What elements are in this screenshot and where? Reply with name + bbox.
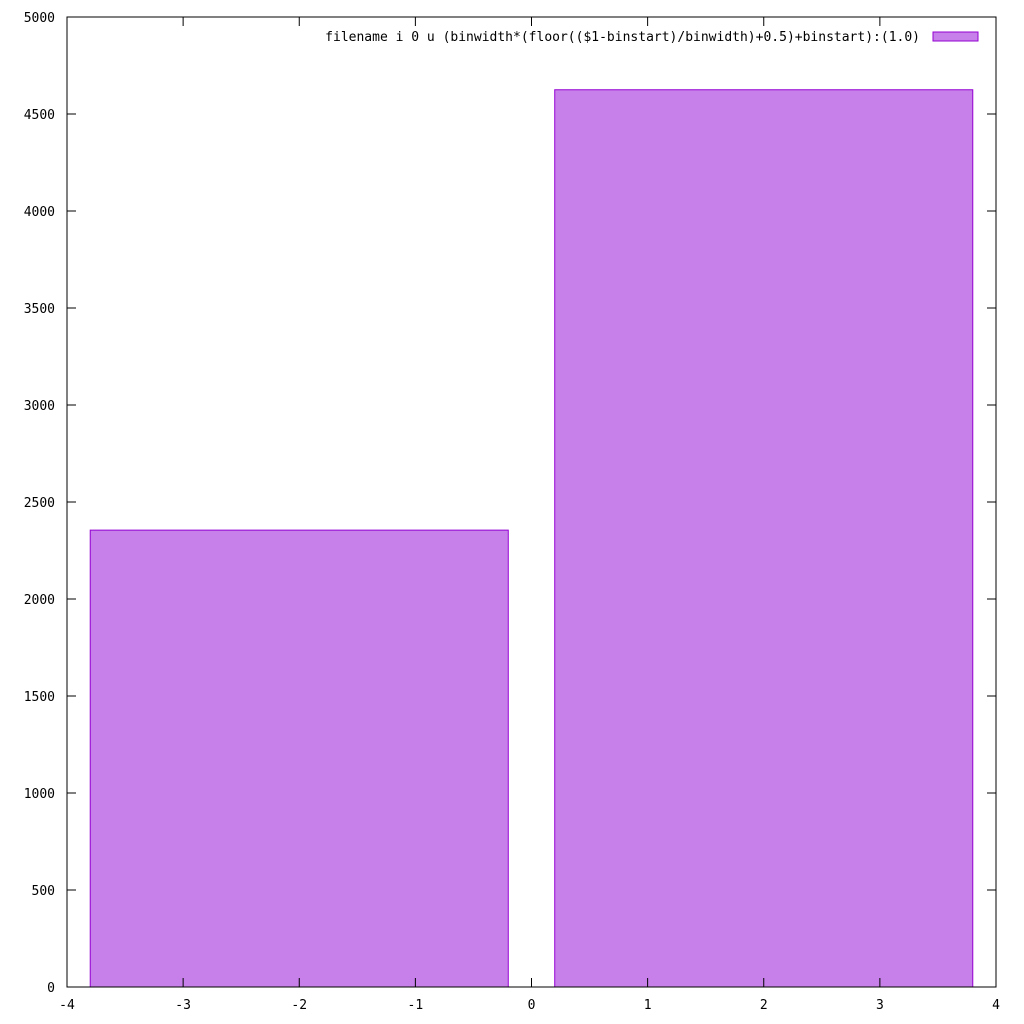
y-tick-label: 2500 xyxy=(24,496,55,511)
legend: filename i 0 u (binwidth*(floor(($1-bins… xyxy=(325,30,979,45)
y-tick-label: 500 xyxy=(32,884,55,899)
x-tick-label: 4 xyxy=(992,998,1000,1013)
x-tick-label: -3 xyxy=(175,998,191,1013)
y-tick-label: 3500 xyxy=(24,302,55,317)
x-tick-label: -1 xyxy=(408,998,424,1013)
y-tick-label: 1000 xyxy=(24,787,55,802)
x-tick-label: -4 xyxy=(59,998,75,1013)
x-tick-labels: -4 -3 -2 -1 0 1 2 3 4 xyxy=(59,998,1000,1013)
y-tick-labels: 0 500 1000 1500 2000 2500 3000 3500 4000 4500 5000 xyxy=(24,11,55,996)
x-tick-label: 1 xyxy=(644,998,652,1013)
y-tick-label: 4500 xyxy=(24,108,55,123)
x-tick-label: 3 xyxy=(876,998,884,1013)
legend-entry-label: filename i 0 u (binwidth*(floor(($1-bins… xyxy=(325,30,920,45)
y-tick-label: 5000 xyxy=(24,11,55,26)
x-tick-label: -2 xyxy=(291,998,307,1013)
histogram-bar xyxy=(89,529,509,988)
y-tick-label: 1500 xyxy=(24,690,55,705)
x-tick-label: 0 xyxy=(528,998,536,1013)
y-tick-label: 3000 xyxy=(24,399,55,414)
plot-border xyxy=(66,16,997,988)
y-tick-label: 2000 xyxy=(24,593,55,608)
histogram-bar xyxy=(554,89,974,988)
bars-layer xyxy=(89,89,974,988)
x-tick-label: 2 xyxy=(760,998,768,1013)
y-tick-label: 0 xyxy=(47,981,55,996)
legend-swatch xyxy=(932,31,979,42)
y-tick-label: 4000 xyxy=(24,205,55,220)
